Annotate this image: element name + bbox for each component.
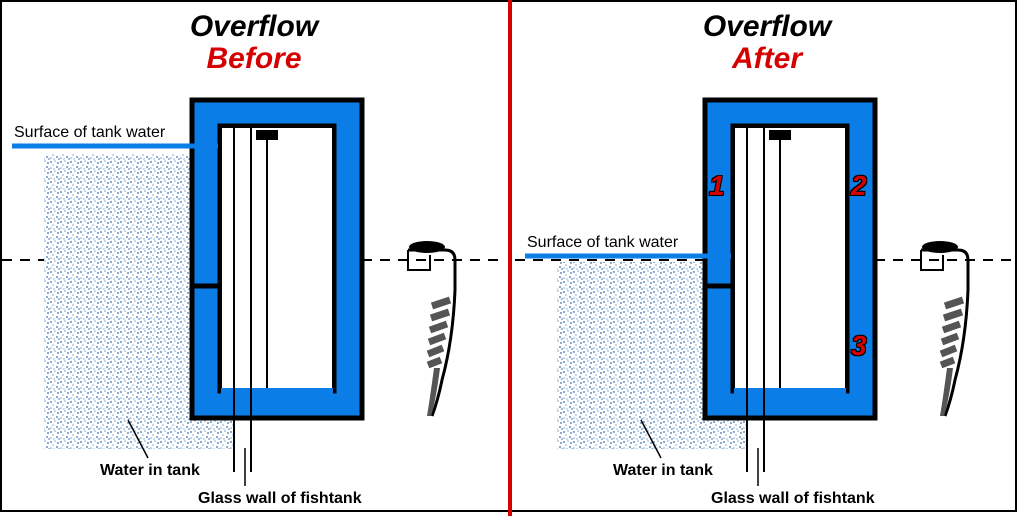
label-glass-wall: Glass wall of fishtank xyxy=(198,490,362,508)
label-surface: Surface of tank water xyxy=(527,234,678,252)
panel-after: Overflow After xyxy=(513,0,1021,516)
nozzle xyxy=(256,130,278,140)
panel-before: Overflow Before xyxy=(0,0,508,516)
diagram-before xyxy=(0,0,508,516)
label-water-in-tank: Water in tank xyxy=(613,462,713,480)
callout-1: 1 xyxy=(709,170,725,202)
callout-3: 3 xyxy=(851,330,867,362)
pipe-bottom-fill xyxy=(734,388,846,396)
nozzle xyxy=(769,130,791,140)
callout-2: 2 xyxy=(851,170,867,202)
diagram-after xyxy=(513,0,1021,516)
panel-divider xyxy=(508,0,512,516)
label-glass-wall: Glass wall of fishtank xyxy=(711,490,875,508)
pipe-inner-void xyxy=(222,128,332,388)
drain-tube xyxy=(921,241,968,416)
pipe-bottom-fill xyxy=(221,388,333,396)
label-surface: Surface of tank water xyxy=(14,124,165,142)
label-water-in-tank: Water in tank xyxy=(100,462,200,480)
drain-tube xyxy=(408,241,455,416)
pipe-inner-void xyxy=(735,128,845,388)
